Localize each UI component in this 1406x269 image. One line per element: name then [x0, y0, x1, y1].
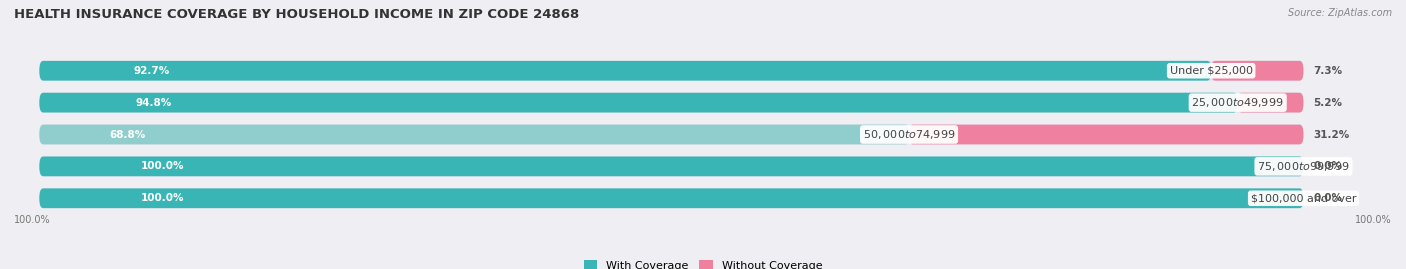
FancyBboxPatch shape [39, 93, 1303, 112]
Text: Source: ZipAtlas.com: Source: ZipAtlas.com [1288, 8, 1392, 18]
Text: 68.8%: 68.8% [108, 129, 145, 140]
Text: 100.0%: 100.0% [14, 215, 51, 225]
Text: 100.0%: 100.0% [1355, 215, 1392, 225]
Text: $25,000 to $49,999: $25,000 to $49,999 [1191, 96, 1284, 109]
FancyBboxPatch shape [39, 125, 1303, 144]
FancyBboxPatch shape [39, 188, 1303, 208]
Text: $100,000 and over: $100,000 and over [1251, 193, 1357, 203]
Text: HEALTH INSURANCE COVERAGE BY HOUSEHOLD INCOME IN ZIP CODE 24868: HEALTH INSURANCE COVERAGE BY HOUSEHOLD I… [14, 8, 579, 21]
Legend: With Coverage, Without Coverage: With Coverage, Without Coverage [579, 256, 827, 269]
FancyBboxPatch shape [39, 125, 910, 144]
Text: $50,000 to $74,999: $50,000 to $74,999 [863, 128, 955, 141]
FancyBboxPatch shape [910, 125, 1303, 144]
Text: 0.0%: 0.0% [1313, 193, 1343, 203]
Text: 92.7%: 92.7% [134, 66, 169, 76]
Text: $75,000 to $99,999: $75,000 to $99,999 [1257, 160, 1350, 173]
Text: 0.0%: 0.0% [1313, 161, 1343, 171]
Text: 5.2%: 5.2% [1313, 98, 1343, 108]
FancyBboxPatch shape [1237, 93, 1303, 112]
FancyBboxPatch shape [39, 93, 1237, 112]
Text: 94.8%: 94.8% [135, 98, 172, 108]
FancyBboxPatch shape [39, 61, 1303, 81]
FancyBboxPatch shape [39, 188, 1303, 208]
FancyBboxPatch shape [39, 61, 1211, 81]
Text: 100.0%: 100.0% [141, 161, 184, 171]
Text: 100.0%: 100.0% [141, 193, 184, 203]
Text: 7.3%: 7.3% [1313, 66, 1343, 76]
Text: Under $25,000: Under $25,000 [1170, 66, 1253, 76]
FancyBboxPatch shape [1211, 61, 1303, 81]
FancyBboxPatch shape [39, 157, 1303, 176]
Text: 31.2%: 31.2% [1313, 129, 1350, 140]
FancyBboxPatch shape [39, 157, 1303, 176]
